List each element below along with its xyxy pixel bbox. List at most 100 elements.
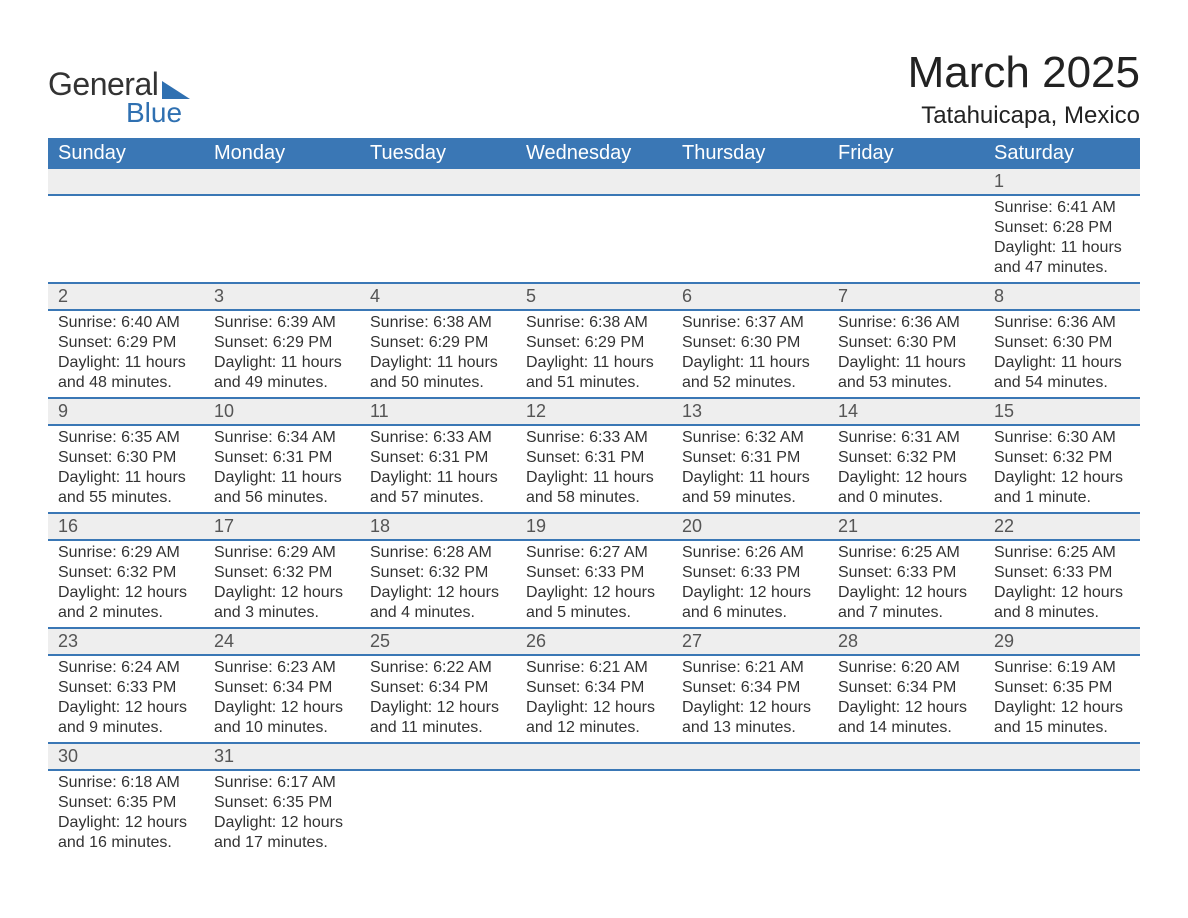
day-number-row: 9101112131415	[48, 398, 1140, 425]
day-number-cell: 22	[984, 513, 1140, 540]
day-data-row: Sunrise: 6:18 AM Sunset: 6:35 PMDaylight:…	[48, 770, 1140, 857]
day-data-cell: Sunrise: 6:36 AMSunset: 6:30 PMDaylight:…	[828, 310, 984, 398]
day-number-row: 16171819202122	[48, 513, 1140, 540]
weekday-header-row: Sunday Monday Tuesday Wednesday Thursday…	[48, 138, 1140, 169]
day-number-cell: 1	[984, 169, 1140, 195]
sunset-line: Sunset: 6:30 PM	[838, 333, 974, 353]
day-number-cell: 20	[672, 513, 828, 540]
daylight-line: Daylight: 12 hours and 15 minutes.	[994, 698, 1130, 738]
day-data-cell: Sunrise: 6:34 AMSunset: 6:31 PMDaylight:…	[204, 425, 360, 513]
day-data-row: Sunrise: 6:24 AMSunset: 6:33 PMDaylight:…	[48, 655, 1140, 743]
day-number-cell	[360, 743, 516, 770]
header-row: General Blue March 2025 Tatahuicapa, Mex…	[48, 48, 1140, 130]
day-number-cell	[48, 169, 204, 195]
sunset-line: Sunset: 6:28 PM	[994, 218, 1130, 238]
sunrise-line: Sunrise: 6:19 AM	[994, 658, 1130, 678]
day-data-row: Sunrise: 6:35 AMSunset: 6:30 PMDaylight:…	[48, 425, 1140, 513]
day-data-cell: Sunrise: 6:22 AMSunset: 6:34 PMDaylight:…	[360, 655, 516, 743]
sunrise-line: Sunrise: 6:27 AM	[526, 543, 662, 563]
day-number-cell: 17	[204, 513, 360, 540]
sunset-line: Sunset: 6:33 PM	[682, 563, 818, 583]
sunrise-line: Sunrise: 6:41 AM	[994, 198, 1130, 218]
day-number-cell	[672, 743, 828, 770]
day-number-cell: 7	[828, 283, 984, 310]
day-number-cell: 25	[360, 628, 516, 655]
day-data-cell	[360, 770, 516, 857]
sunrise-line: Sunrise: 6:32 AM	[682, 428, 818, 448]
day-number-cell: 8	[984, 283, 1140, 310]
weekday-header: Friday	[828, 138, 984, 169]
calendar-table: Sunday Monday Tuesday Wednesday Thursday…	[48, 138, 1140, 857]
sunset-line: Sunset: 6:30 PM	[682, 333, 818, 353]
daylight-line: Daylight: 12 hours and 14 minutes.	[838, 698, 974, 738]
weekday-header: Saturday	[984, 138, 1140, 169]
sunrise-line: Sunrise: 6:29 AM	[58, 543, 194, 563]
calendar-body: 1Sunrise: 6:41 AMSunset: 6:28 PMDaylight…	[48, 169, 1140, 857]
day-number-cell: 23	[48, 628, 204, 655]
daylight-line: Daylight: 11 hours and 47 minutes.	[994, 238, 1130, 278]
sunset-line: Sunset: 6:32 PM	[58, 563, 194, 583]
daylight-line: Daylight: 11 hours and 55 minutes.	[58, 468, 194, 508]
sunset-line: Sunset: 6:35 PM	[214, 793, 350, 813]
sunrise-line: Sunrise: 6:30 AM	[994, 428, 1130, 448]
day-number-cell: 9	[48, 398, 204, 425]
sunrise-line: Sunrise: 6:21 AM	[682, 658, 818, 678]
day-data-cell: Sunrise: 6:36 AMSunset: 6:30 PMDaylight:…	[984, 310, 1140, 398]
daylight-line: Daylight: 12 hours and 17 minutes.	[214, 813, 350, 853]
sunrise-line: Sunrise: 6:29 AM	[214, 543, 350, 563]
day-number-cell	[360, 169, 516, 195]
day-number-cell: 24	[204, 628, 360, 655]
day-data-cell: Sunrise: 6:38 AMSunset: 6:29 PMDaylight:…	[360, 310, 516, 398]
day-data-row: Sunrise: 6:29 AMSunset: 6:32 PMDaylight:…	[48, 540, 1140, 628]
sunset-line: Sunset: 6:34 PM	[526, 678, 662, 698]
day-number-row: 23242526272829	[48, 628, 1140, 655]
day-number-cell	[672, 169, 828, 195]
day-data-cell: Sunrise: 6:20 AMSunset: 6:34 PMDaylight:…	[828, 655, 984, 743]
day-number-cell: 5	[516, 283, 672, 310]
day-number-cell: 18	[360, 513, 516, 540]
day-data-row: Sunrise: 6:40 AMSunset: 6:29 PMDaylight:…	[48, 310, 1140, 398]
sunrise-line: Sunrise: 6:22 AM	[370, 658, 506, 678]
day-number-cell: 27	[672, 628, 828, 655]
daylight-line: Daylight: 12 hours and 4 minutes.	[370, 583, 506, 623]
daylight-line: Daylight: 11 hours and 59 minutes.	[682, 468, 818, 508]
sunrise-line: Sunrise: 6:34 AM	[214, 428, 350, 448]
daylight-line: Daylight: 12 hours and 6 minutes.	[682, 583, 818, 623]
day-data-cell: Sunrise: 6:24 AMSunset: 6:33 PMDaylight:…	[48, 655, 204, 743]
day-number-cell: 28	[828, 628, 984, 655]
day-number-cell: 16	[48, 513, 204, 540]
sunset-line: Sunset: 6:35 PM	[994, 678, 1130, 698]
sunrise-line: Sunrise: 6:25 AM	[838, 543, 974, 563]
day-data-cell: Sunrise: 6:35 AMSunset: 6:30 PMDaylight:…	[48, 425, 204, 513]
daylight-line: Daylight: 11 hours and 51 minutes.	[526, 353, 662, 393]
sunrise-line: Sunrise: 6:18 AM	[58, 773, 194, 793]
day-number-cell	[204, 169, 360, 195]
day-data-cell: Sunrise: 6:41 AMSunset: 6:28 PMDaylight:…	[984, 195, 1140, 283]
day-number-cell: 29	[984, 628, 1140, 655]
day-data-cell: Sunrise: 6:40 AMSunset: 6:29 PMDaylight:…	[48, 310, 204, 398]
sunset-line: Sunset: 6:33 PM	[838, 563, 974, 583]
day-number-cell	[828, 169, 984, 195]
day-data-cell: Sunrise: 6:25 AMSunset: 6:33 PMDaylight:…	[984, 540, 1140, 628]
daylight-line: Daylight: 12 hours and 3 minutes.	[214, 583, 350, 623]
day-data-cell	[48, 195, 204, 283]
day-number-row: 3031	[48, 743, 1140, 770]
day-data-cell	[672, 195, 828, 283]
sunrise-line: Sunrise: 6:38 AM	[526, 313, 662, 333]
sunset-line: Sunset: 6:30 PM	[994, 333, 1130, 353]
daylight-line: Daylight: 12 hours and 1 minute.	[994, 468, 1130, 508]
sunset-line: Sunset: 6:29 PM	[214, 333, 350, 353]
sunset-line: Sunset: 6:33 PM	[526, 563, 662, 583]
day-number-cell: 26	[516, 628, 672, 655]
daylight-line: Daylight: 12 hours and 9 minutes.	[58, 698, 194, 738]
day-number-cell: 19	[516, 513, 672, 540]
weekday-header: Sunday	[48, 138, 204, 169]
daylight-line: Daylight: 12 hours and 5 minutes.	[526, 583, 662, 623]
daylight-line: Daylight: 11 hours and 50 minutes.	[370, 353, 506, 393]
sunrise-line: Sunrise: 6:35 AM	[58, 428, 194, 448]
sunset-line: Sunset: 6:31 PM	[214, 448, 350, 468]
sunset-line: Sunset: 6:29 PM	[58, 333, 194, 353]
day-data-cell: Sunrise: 6:21 AMSunset: 6:34 PMDaylight:…	[516, 655, 672, 743]
daylight-line: Daylight: 11 hours and 48 minutes.	[58, 353, 194, 393]
sunset-line: Sunset: 6:31 PM	[526, 448, 662, 468]
